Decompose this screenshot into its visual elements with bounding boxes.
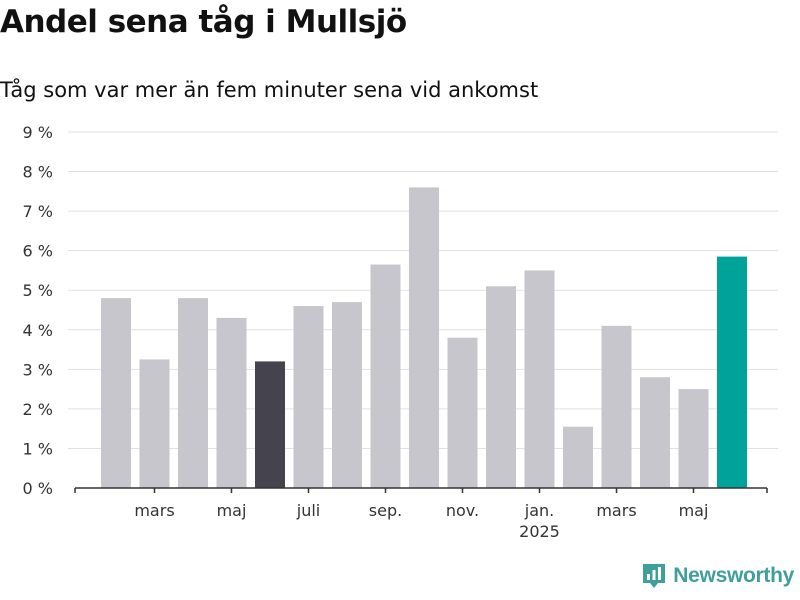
x-tick-label: jan. — [524, 501, 554, 520]
newsworthy-logo-icon — [643, 564, 666, 588]
x-tick-label: maj — [217, 501, 247, 520]
bar — [101, 298, 131, 488]
bar — [216, 317, 247, 488]
x-axis-ticks: mars maj juli sep. nov. jan. 2025 mars maj — [134, 488, 708, 541]
y-tick-label: 0 % — [23, 479, 53, 498]
x-tick-label: maj — [679, 501, 709, 520]
x-tick-sublabel: 2025 — [519, 522, 560, 541]
bar — [409, 187, 439, 488]
chart-title: Andel sena tåg i Mullsjö — [0, 4, 407, 40]
bar — [678, 389, 709, 488]
x-tick-label: juli — [296, 501, 320, 520]
y-tick-label: 8 % — [23, 163, 53, 182]
bar — [332, 302, 362, 488]
bar — [178, 298, 208, 488]
x-tick-label: nov. — [446, 501, 479, 520]
x-tick-label: mars — [134, 501, 174, 520]
y-tick-label: 6 % — [23, 242, 53, 261]
x-axis — [74, 487, 768, 493]
y-tick-label: 7 % — [23, 202, 53, 221]
y-tick-label: 1 % — [23, 439, 53, 458]
bar — [640, 377, 670, 488]
bars — [101, 187, 747, 488]
chart-subtitle: Tåg som var mer än fem minuter sena vid … — [0, 78, 539, 102]
bar — [255, 361, 285, 488]
y-axis-ticks: 0 % 1 % 2 % 3 % 4 % 5 % 6 % 7 % 8 % 9 % — [23, 123, 53, 498]
y-tick-label: 4 % — [23, 321, 53, 340]
y-tick-label: 9 % — [23, 123, 53, 142]
bar — [370, 264, 401, 488]
bar — [601, 325, 632, 488]
bar — [139, 359, 170, 488]
y-tick-label: 2 % — [23, 400, 53, 419]
bar — [293, 306, 324, 488]
x-tick-label: mars — [596, 501, 636, 520]
bar — [486, 286, 516, 488]
bar — [524, 270, 555, 488]
bar — [717, 256, 747, 488]
brand-logo: Newsworthy — [641, 562, 794, 590]
brand-name: Newsworthy — [673, 564, 794, 587]
bar — [447, 337, 478, 488]
y-tick-label: 5 % — [23, 281, 53, 300]
y-tick-label: 3 % — [23, 360, 53, 379]
bar — [563, 426, 593, 488]
x-tick-label: sep. — [369, 501, 402, 520]
